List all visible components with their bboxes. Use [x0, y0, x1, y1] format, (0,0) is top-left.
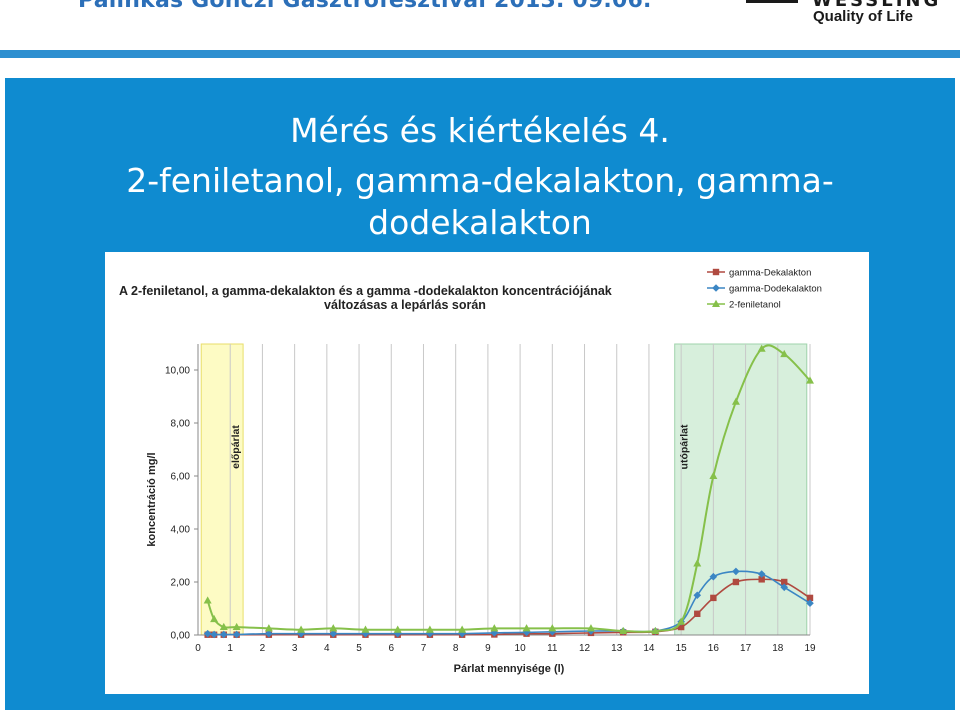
- data-point-gamma-dodekalakton: [210, 630, 218, 639]
- x-tick-label: 1: [227, 643, 233, 654]
- x-tick-label: 19: [804, 643, 816, 654]
- data-point-gamma-dodekalakton: [490, 629, 499, 637]
- data-point-2-feniletanol: [677, 617, 686, 625]
- x-tick-label: 16: [708, 643, 720, 654]
- chart-title-line1: A 2-feniletanol, a gamma-dekalakton és a…: [119, 284, 612, 298]
- data-point-gamma-dodekalakton: [806, 599, 814, 607]
- chart-title-line2: változásas a lepárlás során: [324, 298, 486, 312]
- x-tick-label: 4: [324, 643, 330, 654]
- data-point-2-feniletanol: [361, 625, 370, 633]
- y-tick-label: 4,00: [171, 525, 191, 536]
- logo-bar: [746, 0, 798, 3]
- x-tick-label: 9: [485, 643, 491, 654]
- data-point-2-feniletanol: [586, 624, 595, 632]
- logo: WESSLING: [812, 0, 942, 11]
- data-point-gamma-dekalakton: [694, 610, 701, 617]
- y-tick-label: 10,00: [165, 366, 190, 377]
- data-point-2-feniletanol: [329, 624, 338, 632]
- x-tick-label: 17: [740, 643, 752, 654]
- slide-title-line1: Mérés és kiértékelés 4.: [290, 111, 670, 150]
- x-axis-label: Párlat mennyisége (l): [454, 663, 565, 675]
- x-tick-label: 13: [611, 643, 623, 654]
- x-tick-label: 8: [453, 643, 459, 654]
- x-tick-label: 10: [515, 643, 527, 654]
- x-tick-label: 15: [676, 643, 688, 654]
- data-point-gamma-dodekalakton: [203, 629, 212, 638]
- x-tick-label: 0: [195, 643, 201, 654]
- y-tick-label: 6,00: [171, 472, 191, 483]
- data-point-2-feniletanol: [757, 344, 766, 352]
- legend-marker-2-feniletanol: [712, 299, 720, 307]
- region-label-eloparlat: előpárlat: [230, 425, 242, 469]
- event-title: Pálinkás Gönczi Gasztrofesztivál 2013. 0…: [78, 0, 652, 13]
- legend-label-gamma-dodekalakton: gamma-Dodekalakton: [729, 284, 822, 295]
- data-point-gamma-dodekalakton: [219, 630, 228, 639]
- legend-marker-gamma-dodekalakton: [712, 284, 720, 292]
- data-point-gamma-dekalakton: [710, 594, 717, 602]
- header-divider: [0, 50, 960, 58]
- data-point-2-feniletanol: [693, 559, 702, 567]
- data-point-2-feniletanol: [548, 624, 557, 632]
- region-label-utoparlat: utópárlat: [679, 424, 691, 469]
- slide-title-line2: 2-feniletanol, gamma-dekalakton, gamma-d…: [126, 161, 834, 242]
- data-point-gamma-dodekalakton: [732, 567, 740, 576]
- x-tick-label: 3: [292, 643, 298, 654]
- x-tick-label: 2: [260, 643, 266, 654]
- data-point-gamma-dodekalakton: [329, 629, 338, 638]
- x-tick-label: 6: [388, 643, 394, 654]
- data-point-gamma-dekalakton: [732, 578, 740, 586]
- data-point-2-feniletanol: [619, 626, 628, 635]
- data-point-2-feniletanol: [458, 625, 467, 633]
- data-point-2-feniletanol: [425, 625, 434, 633]
- data-point-2-feniletanol: [522, 624, 531, 632]
- data-point-gamma-dekalakton: [781, 578, 788, 586]
- slide-title: Mérés és kiértékelés 4. 2-feniletanol, g…: [5, 110, 955, 244]
- data-point-2-feniletanol: [219, 622, 228, 631]
- data-point-2-feniletanol: [651, 626, 660, 635]
- x-tick-label: 5: [356, 643, 362, 654]
- data-point-gamma-dekalakton: [806, 594, 814, 602]
- data-point-gamma-dodekalakton: [297, 629, 305, 638]
- top-bar: Pálinkás Gönczi Gasztrofesztivál 2013. 0…: [0, 0, 960, 50]
- data-point-2-feniletanol: [731, 397, 740, 405]
- legend-label-2-feniletanol: 2-feniletanol: [729, 300, 781, 311]
- data-point-2-feniletanol: [780, 349, 789, 358]
- data-point-gamma-dekalakton: [677, 623, 685, 631]
- x-tick-label: 12: [579, 643, 591, 654]
- x-tick-label: 14: [643, 643, 655, 654]
- data-point-2-feniletanol: [709, 471, 718, 479]
- data-point-gamma-dodekalakton: [232, 630, 241, 639]
- data-point-2-feniletanol: [264, 624, 273, 632]
- data-point-gamma-dekalakton: [758, 576, 765, 583]
- data-point-gamma-dodekalakton: [780, 583, 789, 592]
- y-axis-label: koncentráció mg/l: [146, 452, 158, 546]
- data-point-2-feniletanol: [393, 625, 402, 633]
- x-tick-label: 7: [421, 643, 427, 654]
- data-point-2-feniletanol: [490, 624, 499, 632]
- data-point-2-feniletanol: [203, 596, 212, 604]
- y-tick-label: 0,00: [171, 631, 191, 642]
- data-point-gamma-dodekalakton: [265, 629, 273, 638]
- y-tick-label: 2,00: [171, 578, 191, 589]
- x-tick-label: 11: [547, 643, 558, 654]
- legend-label-gamma-dekalakton: gamma-Dekalakton: [729, 268, 811, 279]
- region-eloparlat: [200, 343, 244, 636]
- y-tick-label: 8,00: [171, 419, 191, 430]
- data-point-2-feniletanol: [806, 376, 814, 384]
- data-point-gamma-dodekalakton: [757, 570, 766, 578]
- data-point-2-feniletanol: [210, 614, 219, 623]
- tagline: Quality of Life: [813, 8, 914, 25]
- data-point-2-feniletanol: [297, 625, 306, 633]
- chart-container: 0,00 2,00 4,00 6,00 8,00 10,00 0 1 2 3 4 5 6 7 8 9 10 11 1…: [105, 252, 869, 694]
- x-tick-label: 18: [772, 643, 784, 654]
- legend-marker-gamma-dekalakton: [712, 268, 720, 276]
- data-point-gamma-dodekalakton: [709, 572, 718, 581]
- data-point-2-feniletanol: [232, 622, 241, 631]
